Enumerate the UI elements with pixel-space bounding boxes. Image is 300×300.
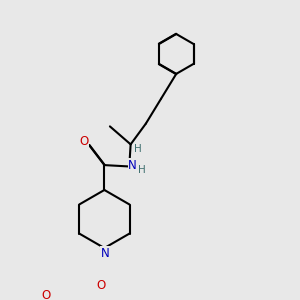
Text: O: O bbox=[80, 135, 89, 148]
Text: N: N bbox=[128, 159, 137, 172]
Text: O: O bbox=[41, 289, 51, 300]
Text: N: N bbox=[100, 247, 109, 260]
Text: O: O bbox=[97, 279, 106, 292]
Text: H: H bbox=[138, 165, 146, 175]
Text: H: H bbox=[134, 143, 141, 154]
